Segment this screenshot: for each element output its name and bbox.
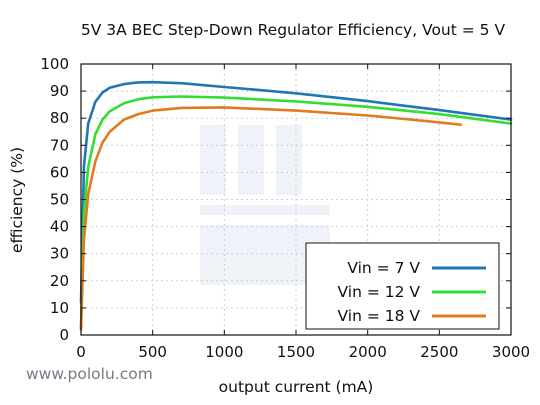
legend-label-2: Vin = 12 V xyxy=(338,283,421,301)
y-tick-label: 70 xyxy=(50,136,69,154)
x-axis-ticks: 0 500 1000 1500 2000 2500 3000 xyxy=(76,64,530,361)
legend: Vin = 7 V Vin = 12 V Vin = 18 V xyxy=(305,242,500,330)
grid xyxy=(81,64,511,335)
legend-label-3: Vin = 18 V xyxy=(338,307,421,325)
y-tick-label: 40 xyxy=(50,218,69,236)
chart-title: 5V 3A BEC Step-Down Regulator Efficiency… xyxy=(81,21,506,39)
series-line-1 xyxy=(79,80,513,304)
series-line-3 xyxy=(79,106,463,331)
x-tick-label: 2000 xyxy=(349,343,387,361)
x-tick-label: 1500 xyxy=(277,343,315,361)
y-tick-label: 0 xyxy=(59,326,69,344)
x-tick-label: 0 xyxy=(76,343,86,361)
y-axis-label: efficiency (%) xyxy=(8,147,26,253)
y-tick-label: 30 xyxy=(50,245,69,263)
y-tick-label: 20 xyxy=(50,272,69,290)
series-line-2 xyxy=(79,95,513,329)
y-axis-ticks: 0 10 20 30 40 50 60 70 80 90 100 xyxy=(40,55,511,344)
x-tick-label: 1000 xyxy=(205,343,243,361)
y-tick-label: 10 xyxy=(50,299,69,317)
y-tick-label: 100 xyxy=(40,55,69,73)
source-label: www.pololu.com xyxy=(26,365,153,383)
x-tick-label: 3000 xyxy=(492,343,530,361)
x-tick-label: 2500 xyxy=(420,343,458,361)
y-tick-label: 50 xyxy=(50,191,69,209)
x-axis-label: output current (mA) xyxy=(219,378,374,396)
legend-label-1: Vin = 7 V xyxy=(347,259,420,277)
y-tick-label: 60 xyxy=(50,163,69,181)
y-tick-label: 90 xyxy=(50,82,69,100)
series-lines xyxy=(79,80,513,331)
x-tick-label: 500 xyxy=(138,343,167,361)
y-tick-label: 80 xyxy=(50,109,69,127)
